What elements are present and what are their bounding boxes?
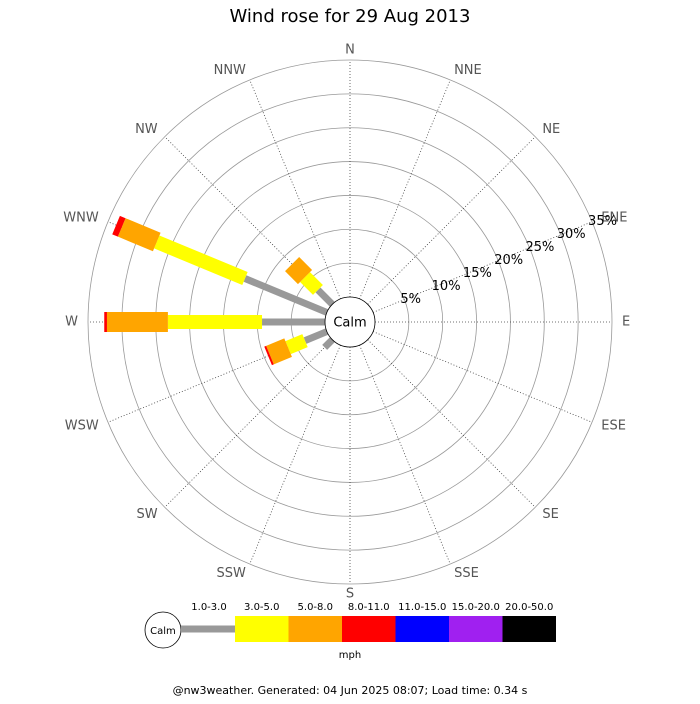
direction-label: WSW — [65, 419, 99, 434]
legend-label: 11.0-15.0 — [398, 602, 446, 613]
ring-label: 35% — [588, 214, 617, 229]
legend-swatch — [502, 616, 556, 642]
legend-swatch — [288, 616, 342, 642]
direction-label: ENE — [601, 210, 627, 225]
segment — [266, 338, 292, 365]
segment — [112, 215, 126, 237]
direction-label: SSE — [454, 566, 479, 581]
chart-title: Wind rose for 29 Aug 2013 — [230, 6, 471, 27]
spoke — [372, 331, 593, 423]
segment — [285, 334, 308, 355]
direction-label: NW — [135, 122, 158, 137]
ring — [87, 59, 613, 585]
spoke — [359, 79, 451, 300]
segment — [264, 345, 274, 366]
ring-label: 15% — [463, 266, 492, 281]
legend-label: 1.0-3.0 — [191, 602, 226, 613]
segment — [315, 287, 335, 307]
segment — [243, 275, 329, 316]
ring-label: 5% — [400, 292, 421, 307]
legend-unit: mph — [339, 650, 361, 661]
direction-label: NE — [542, 122, 560, 137]
spoke — [367, 339, 536, 508]
legend-swatch — [235, 616, 289, 642]
direction-label: ESE — [601, 419, 626, 434]
direction-label: S — [346, 587, 354, 602]
legend-swatch — [342, 616, 396, 642]
segment — [322, 337, 335, 350]
direction-label: SE — [542, 507, 558, 522]
direction-label: SSW — [217, 566, 247, 581]
footer: @nw3weather. Generated: 04 Jun 2025 08:0… — [173, 684, 528, 697]
ring-label: 25% — [525, 240, 554, 255]
legend-swatch — [449, 616, 503, 642]
direction-label: SW — [137, 507, 158, 522]
spoke — [372, 221, 593, 313]
segment — [303, 328, 329, 344]
legend-swatch — [395, 616, 449, 642]
spoke — [249, 79, 341, 300]
ring-label: 30% — [557, 227, 586, 242]
calm-circle — [324, 296, 376, 348]
spoke — [249, 344, 341, 565]
calm-label: Calm — [333, 316, 366, 331]
segment — [117, 218, 161, 252]
legend-label: 5.0-8.0 — [298, 602, 333, 613]
ring-label: 10% — [432, 279, 461, 294]
ring-label: 20% — [494, 253, 523, 268]
legend-label: 3.0-5.0 — [244, 602, 279, 613]
spoke — [359, 344, 451, 565]
legend-label: 20.0-50.0 — [505, 602, 553, 613]
spoke — [164, 339, 333, 508]
direction-label: NNW — [214, 63, 246, 78]
direction-label: N — [345, 43, 355, 58]
legend-calm-label: Calm — [150, 626, 176, 637]
direction-label: WNW — [63, 210, 99, 225]
segment — [285, 257, 313, 285]
direction-label: E — [622, 315, 630, 330]
direction-label: W — [65, 315, 78, 330]
spoke — [367, 136, 536, 305]
direction-label: NNE — [454, 63, 482, 78]
legend-label: 8.0-11.0 — [348, 602, 390, 613]
legend-label: 15.0-20.0 — [452, 602, 500, 613]
segment — [300, 272, 323, 295]
segment — [154, 235, 248, 285]
